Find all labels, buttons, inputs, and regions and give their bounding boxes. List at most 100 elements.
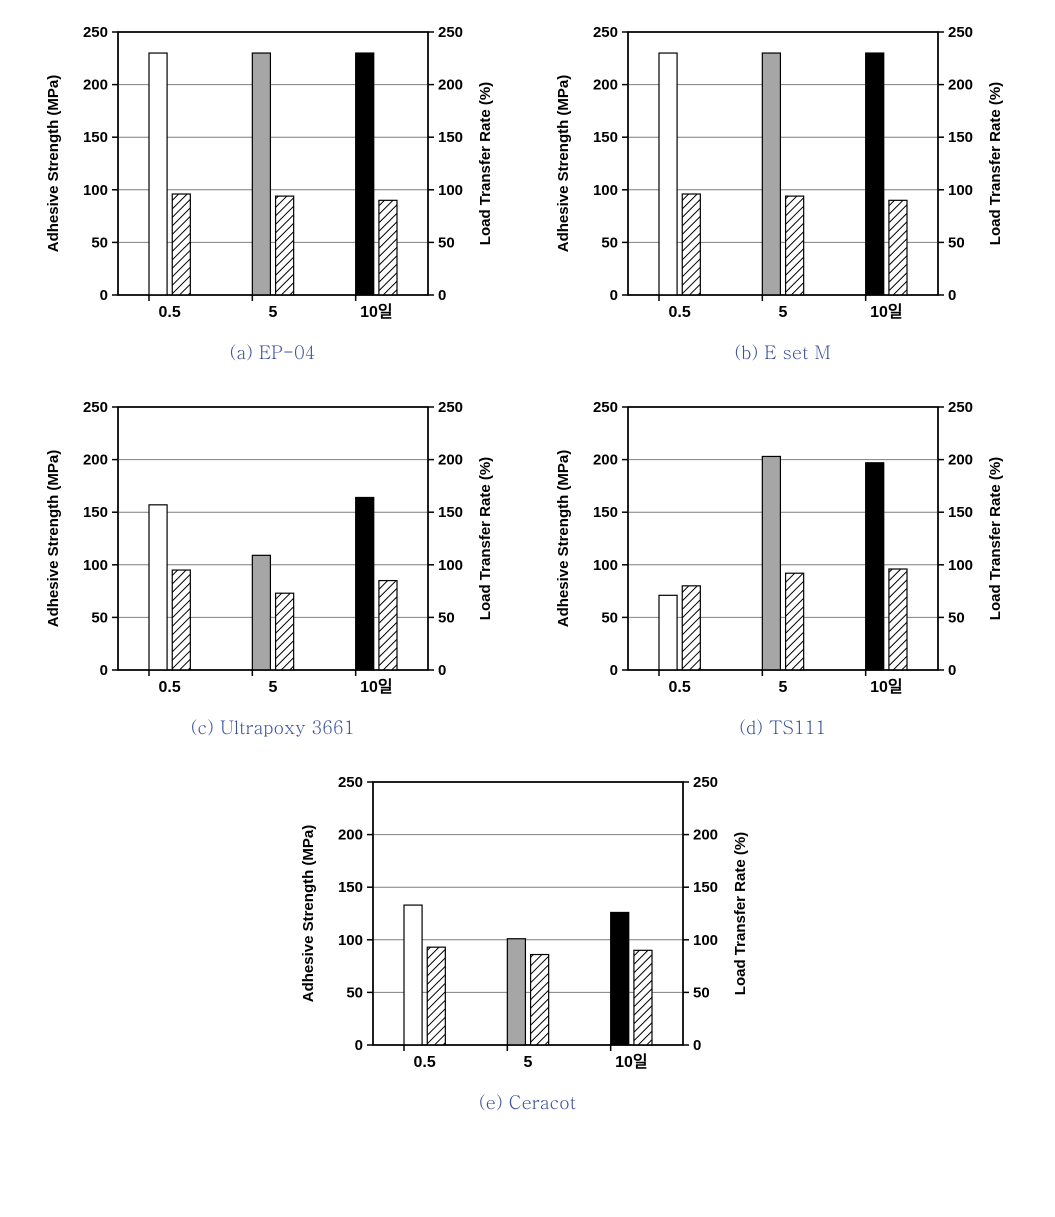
ytick-right: 0: [693, 1037, 701, 1054]
bar-solid-0: [404, 905, 422, 1045]
ytick-right: 150: [438, 129, 463, 146]
ytick-right: 200: [948, 452, 973, 469]
ytick-right: 50: [438, 234, 455, 251]
bar-hatch-2: [888, 200, 906, 295]
xtick-label-2: 10일: [360, 678, 393, 696]
ytick-right: 200: [438, 452, 463, 469]
ytick-left: 50: [91, 609, 108, 626]
ytick-left: 150: [337, 879, 362, 896]
bar-hatch-2: [633, 950, 651, 1045]
bar-solid-2: [355, 497, 373, 670]
ytick-left: 100: [592, 182, 617, 199]
xtick-label-0: 0.5: [413, 1054, 435, 1071]
y-axis-label-right: Load Transfer Rate (%): [477, 457, 494, 620]
chart-wrap-c: 0050501001001501502002002502500.5510일Adh…: [38, 395, 508, 740]
bar-solid-2: [610, 912, 628, 1045]
y-axis-label-right: Load Transfer Rate (%): [477, 82, 494, 245]
charts-grid: 0050501001001501502002002502500.5510일Adh…: [20, 20, 1035, 1115]
bar-chart-e: 0050501001001501502002002502500.5510일Adh…: [293, 770, 763, 1080]
xtick-label-1: 5: [778, 679, 787, 696]
ytick-right: 250: [438, 399, 463, 416]
y-axis-label-right: Load Transfer Rate (%): [732, 832, 749, 995]
y-axis-label-left: Adhesive Strength (MPa): [555, 75, 572, 253]
chart-caption-b: (b) E set M: [734, 340, 830, 365]
ytick-right: 100: [948, 182, 973, 199]
xtick-label-1: 5: [268, 679, 277, 696]
ytick-right: 100: [438, 182, 463, 199]
ytick-left: 150: [82, 504, 107, 521]
ytick-left: 0: [354, 1037, 362, 1054]
bar-hatch-0: [427, 947, 445, 1045]
chart-wrap-a: 0050501001001501502002002502500.5510일Adh…: [38, 20, 508, 365]
ytick-right: 100: [948, 557, 973, 574]
ytick-right: 250: [948, 24, 973, 41]
ytick-right: 250: [693, 774, 718, 791]
ytick-right: 50: [948, 234, 965, 251]
xtick-label-2: 10일: [870, 303, 903, 321]
ytick-right: 150: [693, 879, 718, 896]
bar-hatch-1: [275, 593, 293, 670]
ytick-right: 250: [438, 24, 463, 41]
chart-wrap-b: 0050501001001501502002002502500.5510일Adh…: [548, 20, 1018, 365]
ytick-left: 200: [337, 827, 362, 844]
ytick-left: 250: [82, 399, 107, 416]
y-axis-label-left: Adhesive Strength (MPa): [300, 825, 317, 1003]
ytick-right: 0: [438, 662, 446, 679]
chart-caption-e: (e) Ceracot: [479, 1090, 576, 1115]
bar-solid-1: [252, 53, 270, 295]
ytick-left: 200: [592, 77, 617, 94]
ytick-left: 100: [337, 932, 362, 949]
ytick-left: 250: [337, 774, 362, 791]
ytick-left: 50: [91, 234, 108, 251]
xtick-label-1: 5: [523, 1054, 532, 1071]
ytick-right: 50: [438, 609, 455, 626]
bar-hatch-2: [378, 581, 396, 670]
ytick-right: 150: [948, 129, 973, 146]
ytick-right: 200: [948, 77, 973, 94]
bar-solid-0: [659, 595, 677, 670]
ytick-right: 0: [948, 662, 956, 679]
ytick-left: 0: [99, 287, 107, 304]
y-axis-label-right: Load Transfer Rate (%): [987, 82, 1004, 245]
bar-hatch-0: [682, 194, 700, 295]
ytick-left: 150: [592, 504, 617, 521]
ytick-left: 150: [592, 129, 617, 146]
ytick-left: 100: [82, 557, 107, 574]
ytick-left: 0: [99, 662, 107, 679]
bar-solid-1: [762, 456, 780, 670]
bar-hatch-0: [172, 570, 190, 670]
bar-chart-b: 0050501001001501502002002502500.5510일Adh…: [548, 20, 1018, 330]
bar-solid-2: [865, 463, 883, 670]
xtick-label-1: 5: [268, 304, 277, 321]
chart-caption-c: (c) Ultrapoxy 3661: [191, 715, 355, 740]
bar-solid-1: [252, 555, 270, 670]
ytick-right: 50: [693, 984, 710, 1001]
xtick-label-1: 5: [778, 304, 787, 321]
ytick-right: 0: [438, 287, 446, 304]
ytick-left: 200: [82, 452, 107, 469]
bar-hatch-2: [888, 569, 906, 670]
xtick-label-2: 10일: [360, 303, 393, 321]
xtick-label-0: 0.5: [158, 304, 180, 321]
bar-chart-c: 0050501001001501502002002502500.5510일Adh…: [38, 395, 508, 705]
ytick-right: 50: [948, 609, 965, 626]
ytick-left: 0: [609, 662, 617, 679]
ytick-left: 50: [601, 234, 618, 251]
chart-caption-a: (a) EP-04: [230, 340, 316, 365]
ytick-right: 250: [948, 399, 973, 416]
ytick-left: 200: [82, 77, 107, 94]
xtick-label-2: 10일: [870, 678, 903, 696]
chart-caption-d: (d) TS111: [739, 715, 826, 740]
bar-hatch-1: [785, 573, 803, 670]
bar-hatch-1: [785, 196, 803, 295]
bar-solid-0: [149, 53, 167, 295]
bar-hatch-1: [530, 955, 548, 1045]
bar-chart-a: 0050501001001501502002002502500.5510일Adh…: [38, 20, 508, 330]
y-axis-label-right: Load Transfer Rate (%): [987, 457, 1004, 620]
bar-hatch-2: [378, 200, 396, 295]
bar-solid-2: [865, 53, 883, 295]
bar-hatch-1: [275, 196, 293, 295]
bar-solid-1: [507, 939, 525, 1045]
y-axis-label-left: Adhesive Strength (MPa): [555, 450, 572, 628]
ytick-left: 250: [592, 399, 617, 416]
